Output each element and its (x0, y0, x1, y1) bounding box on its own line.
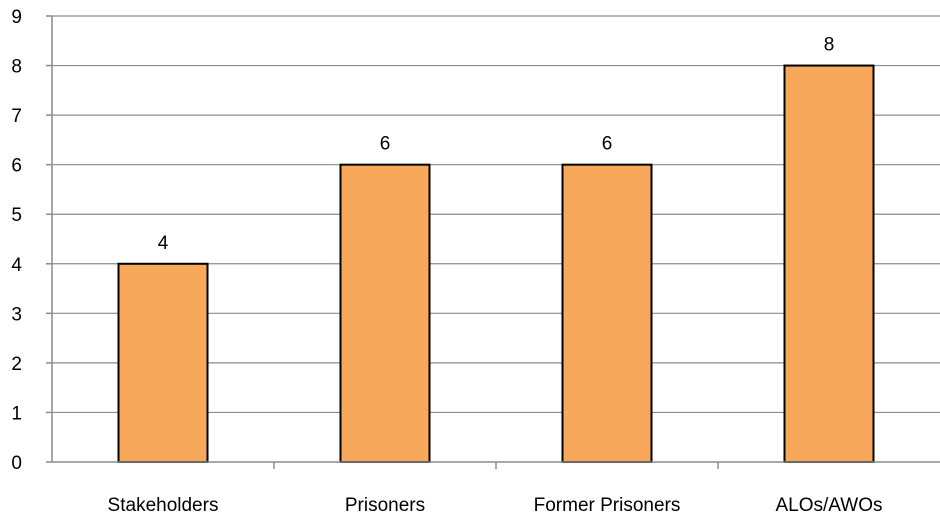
y-tick-label-9: 9 (11, 7, 22, 28)
y-tick-label-8: 8 (11, 57, 22, 78)
y-tick-label-0: 0 (11, 453, 22, 474)
data-label-2: 6 (602, 134, 613, 155)
data-label-0: 4 (158, 233, 169, 254)
bars (117, 64, 875, 464)
y-tick-label-5: 5 (11, 205, 22, 226)
data-label-3: 8 (824, 35, 835, 56)
y-tick-label-1: 1 (11, 403, 22, 424)
bar-stakeholders (117, 262, 209, 463)
bar-alos-awos (783, 64, 875, 464)
y-tick-label-2: 2 (11, 354, 22, 375)
data-labels: 4 6 6 8 (158, 35, 835, 254)
y-tick-label-3: 3 (11, 304, 22, 325)
bar-prisoners (339, 163, 431, 464)
y-tick-label-6: 6 (11, 156, 22, 177)
y-tick-label-7: 7 (11, 106, 22, 127)
x-axis-tick-labels: Stakeholders Prisoners Former Prisoners ALO… (108, 495, 883, 514)
y-axis-tick-labels: 0 1 2 3 4 5 6 7 8 9 (11, 7, 22, 474)
y-tick-label-4: 4 (11, 255, 22, 276)
data-label-1: 6 (380, 134, 391, 155)
axes (46, 15, 940, 469)
bar-former-prisoners (561, 163, 653, 464)
x-tick-label-3: ALOs/AWOs (776, 495, 883, 514)
x-tick-label-0: Stakeholders (108, 495, 219, 514)
x-tick-label-1: Prisoners (345, 495, 425, 514)
x-tick-label-2: Former Prisoners (534, 495, 681, 514)
